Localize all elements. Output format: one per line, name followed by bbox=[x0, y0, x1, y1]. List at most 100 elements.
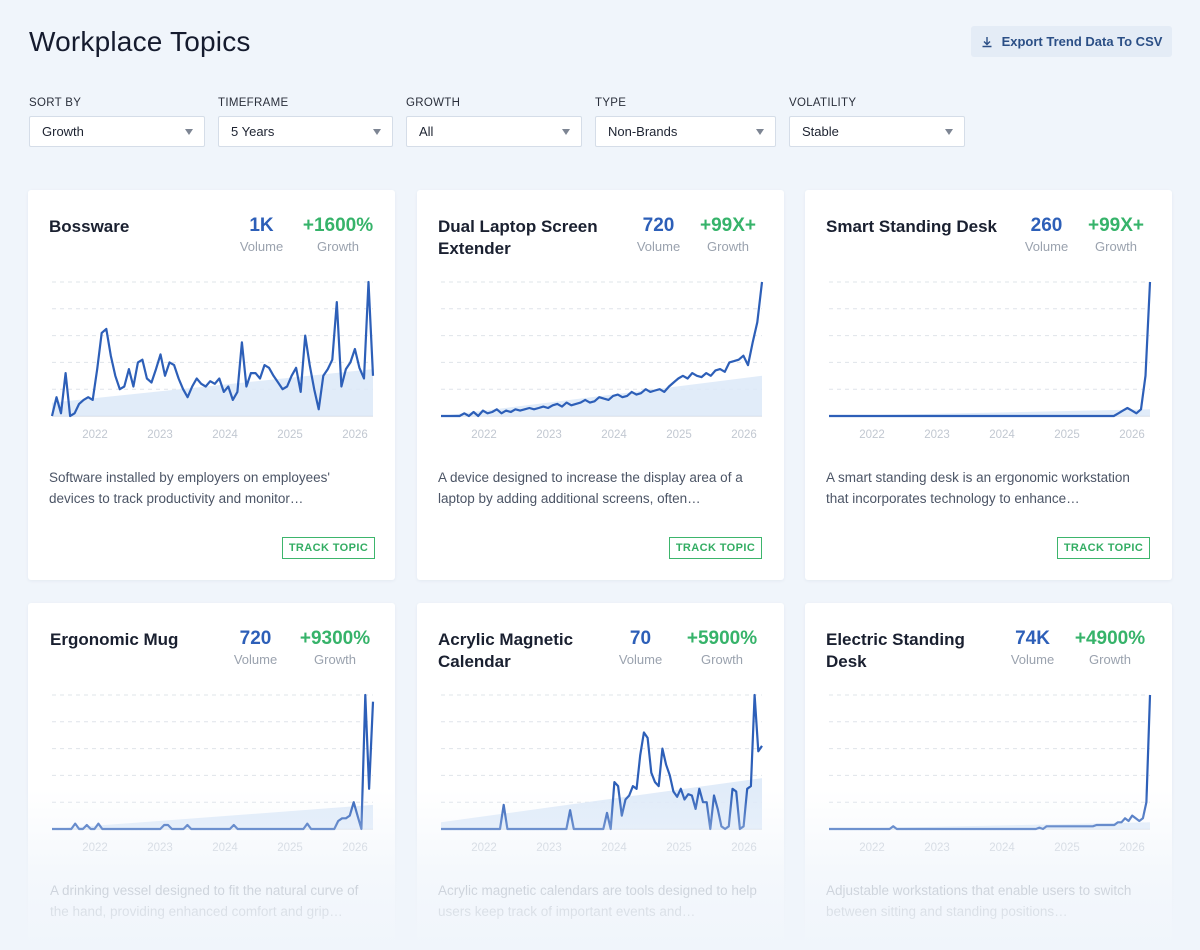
track-topic-button[interactable]: TRACK TOPIC bbox=[1057, 537, 1150, 559]
export-csv-button[interactable]: Export Trend Data To CSV bbox=[971, 26, 1172, 57]
topic-card-dual-laptop-screen-extender[interactable]: Dual Laptop Screen Extender 720 Volume +… bbox=[417, 190, 784, 580]
growth-label: Growth bbox=[1089, 652, 1131, 667]
topic-title: Electric Standing Desk bbox=[826, 630, 965, 671]
x-tick-label: 2025 bbox=[666, 429, 692, 441]
x-tick-label: 2023 bbox=[924, 842, 950, 854]
track-topic-button[interactable]: TRACK TOPIC bbox=[669, 537, 762, 559]
volume-value: 720 bbox=[239, 628, 272, 649]
topic-description: Acrylic magnetic calendars are tools des… bbox=[438, 883, 757, 919]
select-value: Growth bbox=[42, 124, 84, 139]
volatility-select[interactable]: Stable bbox=[789, 116, 965, 147]
topic-title: Acrylic Magnetic Calendar bbox=[438, 630, 574, 671]
trend-area bbox=[829, 409, 1150, 416]
x-tick-label: 2025 bbox=[666, 842, 692, 854]
select-value: 5 Years bbox=[231, 124, 275, 139]
filter-timeframe: TIMEFRAME 5 Years bbox=[218, 97, 393, 147]
x-tick-label: 2026 bbox=[342, 842, 368, 854]
topic-card-smart-standing-desk[interactable]: Smart Standing Desk 260 Volume +99X+ Gro… bbox=[805, 190, 1172, 580]
growth-metric: +1600% Growth bbox=[298, 214, 378, 254]
growth-label: Growth bbox=[314, 652, 356, 667]
topic-title: Smart Standing Desk bbox=[826, 217, 997, 236]
volume-value: 260 bbox=[1030, 215, 1063, 236]
select-value: Stable bbox=[802, 124, 839, 139]
volume-value: 74K bbox=[1015, 628, 1050, 649]
x-tick-label: 2023 bbox=[147, 842, 173, 854]
trend-chart: 2022 2023 2024 2025 2026 bbox=[829, 694, 1152, 854]
filter-sort-by: SORT BY Growth bbox=[29, 97, 205, 147]
x-tick-label: 2025 bbox=[1054, 429, 1080, 441]
x-tick-label: 2022 bbox=[471, 842, 497, 854]
filter-type: TYPE Non-Brands bbox=[595, 97, 776, 147]
growth-metric: +99X+ Growth bbox=[1083, 214, 1149, 254]
trend-chart: 2022 2023 2024 2025 2026 bbox=[829, 281, 1152, 441]
caret-down-icon bbox=[945, 128, 953, 135]
x-tick-label: 2026 bbox=[1119, 842, 1145, 854]
trend-area bbox=[52, 369, 373, 416]
filter-label: TYPE bbox=[595, 97, 627, 109]
growth-value: +99X+ bbox=[700, 215, 756, 236]
growth-label: Growth bbox=[317, 239, 359, 254]
x-tick-label: 2022 bbox=[471, 429, 497, 441]
x-tick-label: 2025 bbox=[1054, 842, 1080, 854]
volume-metric: 70 Volume bbox=[613, 627, 668, 667]
growth-value: +4900% bbox=[1074, 628, 1146, 649]
growth-metric: +9300% Growth bbox=[292, 627, 378, 667]
trend-chart: 2022 2023 2024 2025 2026 bbox=[52, 693, 375, 854]
volume-metric: 74K Volume bbox=[1005, 627, 1060, 667]
x-tick-label: 2026 bbox=[731, 842, 757, 854]
x-tick-label: 2024 bbox=[989, 429, 1015, 441]
x-tick-label: 2024 bbox=[212, 842, 238, 854]
filter-label: TIMEFRAME bbox=[218, 97, 289, 109]
x-tick-label: 2026 bbox=[342, 429, 368, 441]
topic-card-bossware[interactable]: Bossware 1K Volume +1600% Growth 2022 202… bbox=[28, 190, 395, 580]
filter-label: VOLATILITY bbox=[789, 97, 857, 109]
x-tick-label: 2025 bbox=[277, 842, 303, 854]
select-value: All bbox=[419, 124, 434, 139]
volume-metric: 260 Volume bbox=[1019, 214, 1074, 254]
x-tick-label: 2023 bbox=[536, 429, 562, 441]
x-tick-label: 2023 bbox=[147, 429, 173, 441]
timeframe-select[interactable]: 5 Years bbox=[218, 116, 393, 147]
growth-metric: +99X+ Growth bbox=[695, 214, 761, 254]
x-tick-label: 2026 bbox=[731, 429, 757, 441]
volume-label: Volume bbox=[1024, 239, 1069, 254]
growth-value: +9300% bbox=[299, 628, 371, 649]
page-title: Workplace Topics bbox=[29, 26, 251, 57]
growth-value: +1600% bbox=[302, 215, 374, 236]
series-line bbox=[441, 281, 764, 418]
topic-title: Ergonomic Mug bbox=[50, 630, 179, 649]
topic-description: Software installed by employers on emplo… bbox=[49, 470, 330, 506]
x-tick-label: 2024 bbox=[601, 429, 627, 441]
topic-title: Dual Laptop Screen Extender bbox=[438, 217, 598, 258]
type-select[interactable]: Non-Brands bbox=[595, 116, 776, 147]
volume-metric: 1K Volume bbox=[234, 214, 289, 254]
sort-by-select[interactable]: Growth bbox=[29, 116, 205, 147]
topic-card-acrylic-magnetic-calendar[interactable]: Acrylic Magnetic Calendar 70 Volume +590… bbox=[417, 603, 784, 950]
volume-value: 70 bbox=[629, 628, 652, 649]
x-tick-label: 2022 bbox=[859, 429, 885, 441]
filter-label: SORT BY bbox=[29, 97, 82, 109]
filter-label: GROWTH bbox=[406, 97, 461, 109]
growth-label: Growth bbox=[1095, 239, 1137, 254]
caret-down-icon bbox=[185, 128, 193, 135]
trend-area bbox=[441, 375, 762, 416]
topic-card-electric-standing-desk[interactable]: Electric Standing Desk 74K Volume +4900%… bbox=[805, 603, 1172, 950]
growth-select[interactable]: All bbox=[406, 116, 582, 147]
x-tick-label: 2022 bbox=[82, 842, 108, 854]
filter-volatility: VOLATILITY Stable bbox=[789, 97, 965, 147]
select-value: Non-Brands bbox=[608, 124, 678, 139]
series-line bbox=[829, 281, 1152, 418]
growth-value: +5900% bbox=[686, 628, 758, 649]
trend-chart: 2022 2023 2024 2025 2026 bbox=[50, 280, 375, 441]
growth-metric: +5900% Growth bbox=[681, 627, 763, 667]
x-tick-label: 2023 bbox=[536, 842, 562, 854]
x-tick-label: 2024 bbox=[212, 429, 238, 441]
x-tick-label: 2022 bbox=[82, 429, 108, 441]
volume-label: Volume bbox=[618, 652, 663, 667]
volume-metric: 720 Volume bbox=[228, 627, 283, 667]
topic-card-ergonomic-mug[interactable]: Ergonomic Mug 720 Volume +9300% Growth 2… bbox=[28, 603, 395, 950]
track-topic-button[interactable]: TRACK TOPIC bbox=[282, 537, 375, 559]
growth-metric: +4900% Growth bbox=[1069, 627, 1151, 667]
series-line bbox=[829, 694, 1152, 831]
caret-down-icon bbox=[562, 128, 570, 135]
